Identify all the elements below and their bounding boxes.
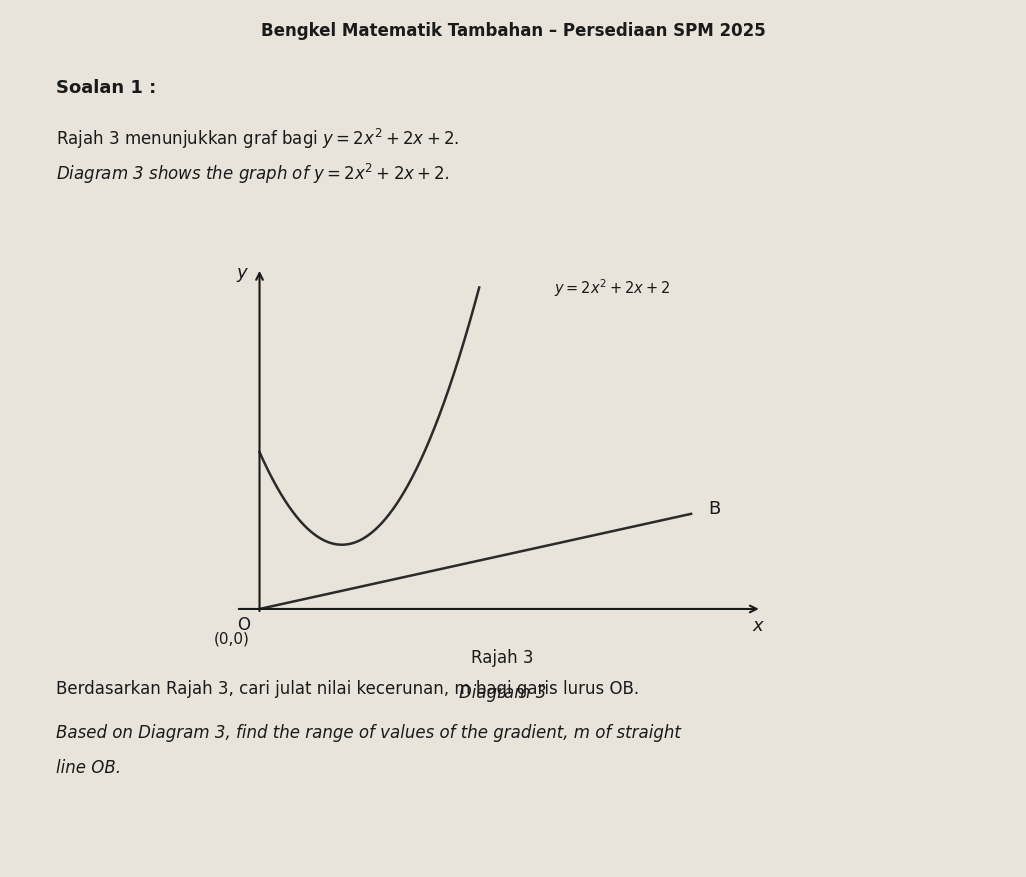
Text: Bengkel Matematik Tambahan – Persediaan SPM 2025: Bengkel Matematik Tambahan – Persediaan … [261,22,765,40]
Text: $y = 2x^2 + 2x + 2$: $y = 2x^2 + 2x + 2$ [554,277,671,299]
Text: B: B [709,500,720,518]
Text: Based on Diagram 3, find the range of values of the gradient, m of straight: Based on Diagram 3, find the range of va… [56,724,681,742]
Text: Rajah 3 menunjukkan graf bagi $y = 2x^2 + 2x + 2$.: Rajah 3 menunjukkan graf bagi $y = 2x^2 … [56,127,460,151]
Text: Diagram 3 shows the graph of $y = 2x^2 + 2x + 2$.: Diagram 3 shows the graph of $y = 2x^2 +… [56,162,450,186]
Text: (0,0): (0,0) [214,631,250,646]
Text: line OB.: line OB. [56,759,121,777]
Text: y: y [237,264,247,282]
Text: Diagram 3: Diagram 3 [459,684,547,702]
Text: Rajah 3: Rajah 3 [472,649,534,667]
Text: x: x [752,617,763,635]
Text: Soalan 1 :: Soalan 1 : [56,79,157,97]
Text: Berdasarkan Rajah 3, cari julat nilai kecerunan, m bagi garis lurus OB.: Berdasarkan Rajah 3, cari julat nilai ke… [56,680,639,698]
Text: O: O [237,616,250,634]
